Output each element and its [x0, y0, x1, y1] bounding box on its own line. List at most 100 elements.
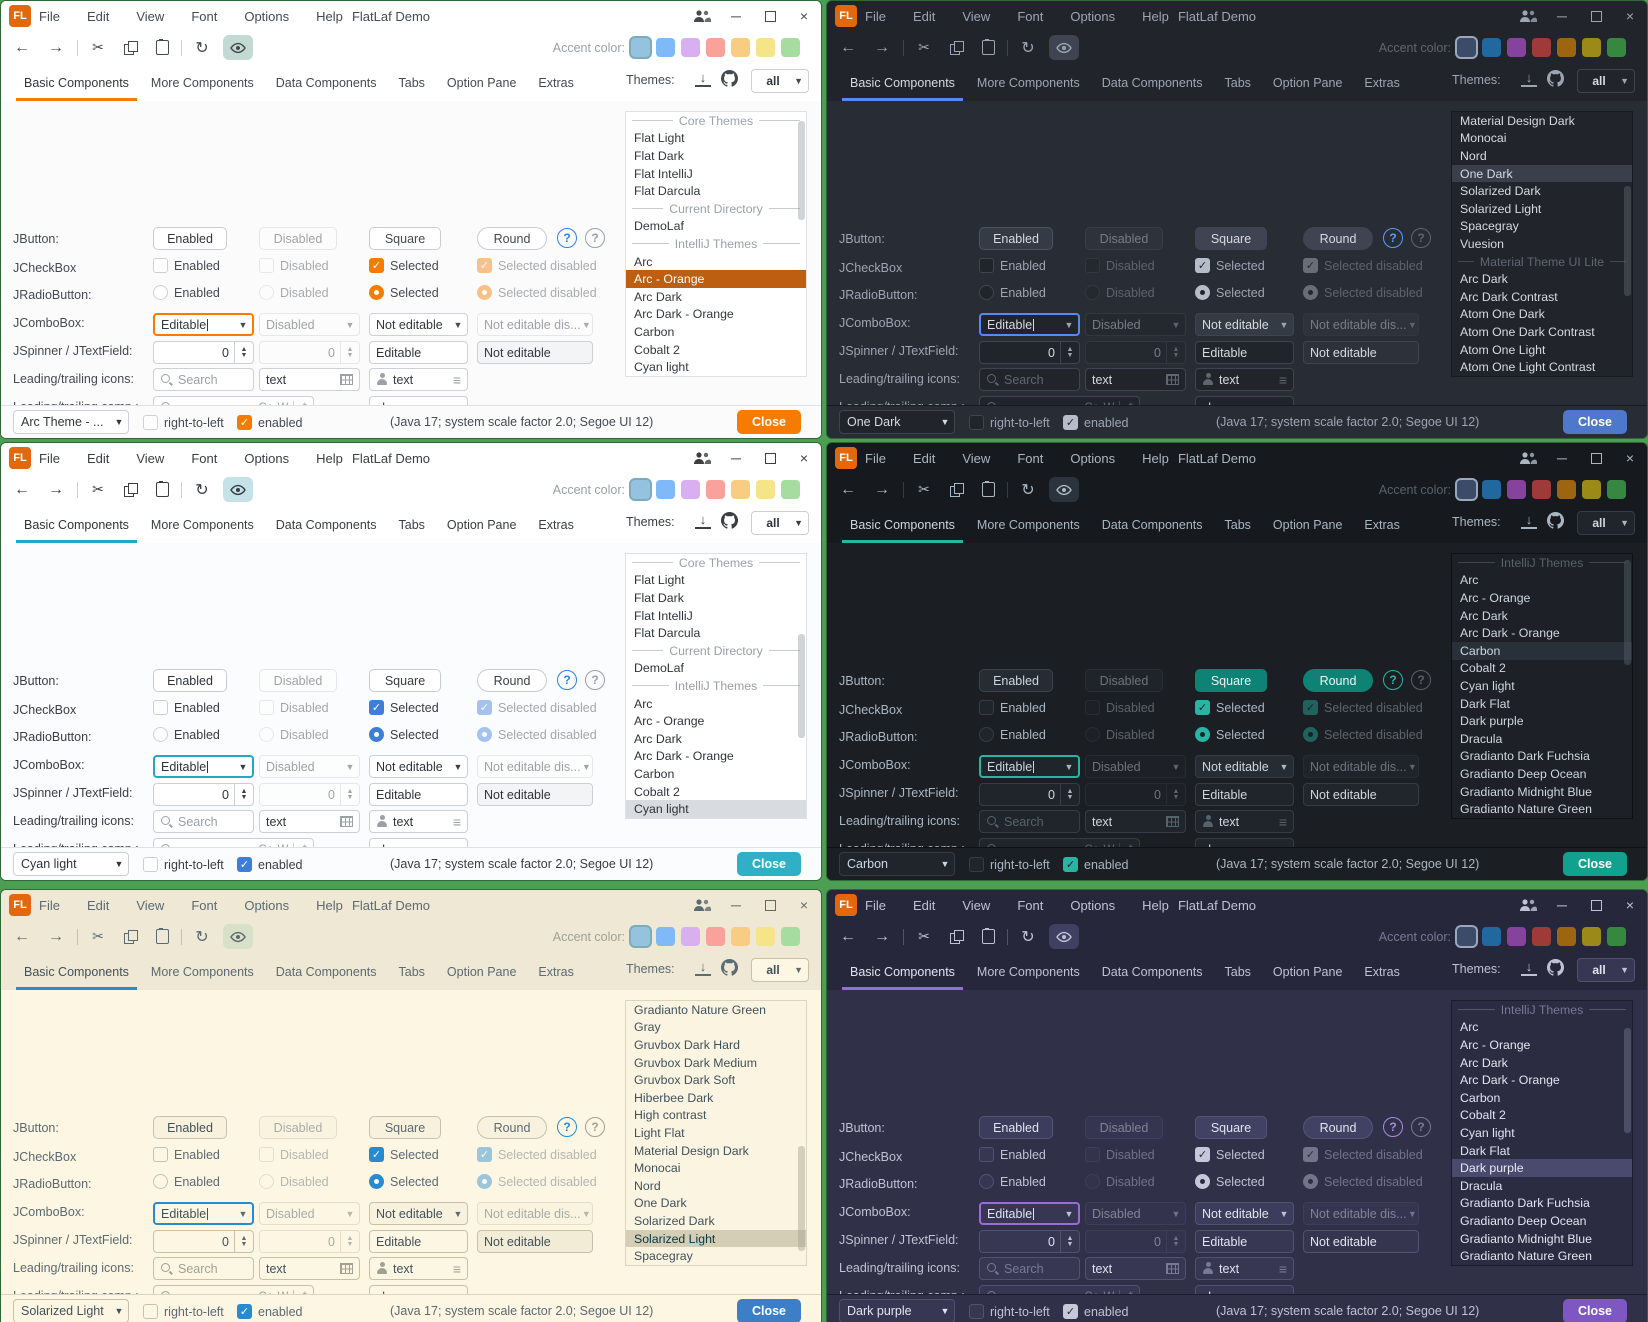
paste-icon[interactable] [149, 477, 175, 502]
tab-tabs[interactable]: Tabs [1224, 75, 1251, 90]
editable-combobox[interactable]: Editable ▼ [153, 1202, 254, 1225]
themes-list-scrollbar[interactable] [1624, 1002, 1631, 1264]
close-button[interactable]: Close [1563, 410, 1627, 434]
checkbox-selected[interactable]: ✓ Selected [1195, 700, 1265, 715]
close-window-button[interactable]: × [1625, 450, 1635, 466]
accent-swatch[interactable] [1507, 927, 1526, 946]
theme-list-item[interactable]: Cyan light [634, 360, 689, 375]
menu-font[interactable]: Font [1017, 450, 1044, 466]
menu-options[interactable]: Options [1070, 897, 1116, 913]
enabled-checkbox[interactable]: ✓ enabled [1063, 415, 1129, 430]
help-button-disabled[interactable]: ? [1411, 1117, 1431, 1137]
forward-icon[interactable]: → [874, 38, 890, 56]
square-button[interactable]: Square [1195, 669, 1267, 692]
accent-swatch[interactable] [1532, 38, 1551, 57]
help-button[interactable]: ? [1383, 228, 1403, 248]
theme-list-item[interactable]: Current Directory [626, 200, 806, 218]
theme-list-item[interactable]: Arc [1460, 1020, 1479, 1035]
chevron-down-icon[interactable]: ▼ [453, 1208, 463, 1219]
radio-selected[interactable]: Selected [1195, 727, 1265, 742]
theme-list-item[interactable]: Dracula [1460, 731, 1503, 746]
cut-icon[interactable]: ✂ [92, 928, 104, 944]
cut-icon[interactable]: ✂ [92, 39, 104, 55]
theme-list-item[interactable]: High contrast [634, 1108, 707, 1123]
list-icon[interactable]: ≡ [452, 813, 461, 830]
editable-textfield[interactable]: Editable [369, 783, 468, 806]
theme-list-item[interactable]: Solarized Light [626, 1229, 806, 1248]
spinner[interactable]: 0 ▲ ▼ [153, 783, 254, 806]
theme-list-item[interactable]: Arc Dark [1460, 608, 1508, 623]
back-icon[interactable]: ← [14, 38, 30, 56]
tab-data-components[interactable]: Data Components [1101, 964, 1203, 979]
copy-icon[interactable] [943, 477, 969, 502]
theme-list-item[interactable]: Material Design Dark [1460, 113, 1575, 128]
accent-swatch[interactable] [1532, 480, 1551, 499]
theme-list-item[interactable]: Material Design Dark [634, 1143, 749, 1158]
close-button[interactable]: Close [737, 1299, 801, 1322]
tab-option-pane[interactable]: Option Pane [1272, 517, 1343, 532]
tab-data-components[interactable]: Data Components [1101, 75, 1203, 90]
list-icon[interactable]: ≡ [1278, 813, 1287, 830]
theme-list-item[interactable]: Monocai [1460, 131, 1507, 146]
download-icon[interactable]: ↓ [695, 513, 711, 529]
paste-icon[interactable] [975, 35, 1001, 60]
back-icon[interactable]: ← [840, 480, 856, 498]
help-button[interactable]: ? [1383, 670, 1403, 690]
theme-selector-dropdown[interactable]: Arc Theme - ... ▼ [13, 410, 129, 434]
minimize-button[interactable]: ─ [731, 897, 741, 913]
square-button[interactable]: Square [369, 1116, 441, 1139]
square-button[interactable]: Square [1195, 1116, 1267, 1139]
theme-list-item[interactable]: Carbon [1460, 1090, 1501, 1105]
show-hidden-eye-icon[interactable] [1049, 924, 1079, 949]
forward-icon[interactable]: → [48, 927, 64, 945]
list-icon[interactable]: ≡ [1278, 1260, 1287, 1277]
accent-swatch[interactable] [1507, 480, 1526, 499]
menu-help[interactable]: Help [1142, 897, 1169, 913]
table-icon[interactable] [340, 1263, 353, 1274]
accent-swatch[interactable] [731, 38, 750, 57]
right-to-left-checkbox[interactable]: right-to-left [969, 415, 1050, 430]
tab-tabs[interactable]: Tabs [1224, 517, 1251, 532]
menu-font[interactable]: Font [1017, 897, 1044, 913]
scrollbar-thumb[interactable] [798, 1146, 805, 1251]
square-button[interactable]: Square [1195, 227, 1267, 250]
round-button[interactable]: Round [1303, 1116, 1373, 1139]
accent-swatch[interactable] [1457, 927, 1476, 946]
maximize-button[interactable] [1579, 443, 1613, 473]
theme-filter-dropdown[interactable]: all ▼ [1577, 511, 1635, 535]
enabled-button[interactable]: Enabled [979, 1116, 1053, 1139]
checkbox-enabled[interactable]: Enabled [979, 1147, 1046, 1162]
theme-list-item[interactable]: Cyan light [626, 800, 806, 818]
checkbox-selected[interactable]: ✓ Selected [1195, 1147, 1265, 1162]
theme-list-item[interactable]: Arc [634, 696, 653, 711]
theme-list-item[interactable]: Gruvbox Dark Hard [634, 1037, 740, 1052]
enabled-checkbox[interactable]: ✓ enabled [237, 857, 303, 872]
tab-extras[interactable]: Extras [538, 964, 574, 979]
theme-list-item[interactable]: Cobalt 2 [1460, 1108, 1506, 1123]
theme-filter-dropdown[interactable]: all ▼ [751, 958, 809, 982]
menu-file[interactable]: File [39, 8, 60, 24]
menu-help[interactable]: Help [1142, 450, 1169, 466]
chevron-down-icon[interactable]: ▼ [238, 1208, 248, 1219]
close-button[interactable]: Close [737, 410, 801, 434]
refresh-icon[interactable]: ↻ [195, 481, 209, 499]
table-icon[interactable] [1166, 374, 1179, 385]
theme-list-item[interactable]: Core Themes [626, 554, 806, 572]
theme-list-item[interactable]: DemoLaf [634, 219, 684, 234]
theme-list-item[interactable]: Arc Dark [1460, 272, 1508, 287]
text-field-with-person-icon[interactable]: text ≡ [369, 810, 468, 833]
show-hidden-eye-icon[interactable] [223, 477, 253, 502]
theme-list-item[interactable]: Cobalt 2 [634, 784, 680, 799]
accent-swatch[interactable] [1482, 38, 1501, 57]
chevron-down-icon[interactable]: ▼ [1279, 1208, 1289, 1219]
editable-combobox[interactable]: Editable ▼ [979, 313, 1080, 336]
tab-option-pane[interactable]: Option Pane [1272, 75, 1343, 90]
menu-file[interactable]: File [865, 450, 886, 466]
theme-selector-dropdown[interactable]: Solarized Light ▼ [13, 1299, 129, 1322]
checkbox-selected[interactable]: ✓ Selected [369, 1147, 439, 1162]
copy-icon[interactable] [117, 35, 143, 60]
accent-swatch[interactable] [656, 927, 675, 946]
search-input[interactable]: Search [153, 1257, 254, 1280]
checkbox-selected[interactable]: ✓ Selected [1195, 258, 1265, 273]
theme-list-item[interactable]: Current Directory [626, 642, 806, 660]
